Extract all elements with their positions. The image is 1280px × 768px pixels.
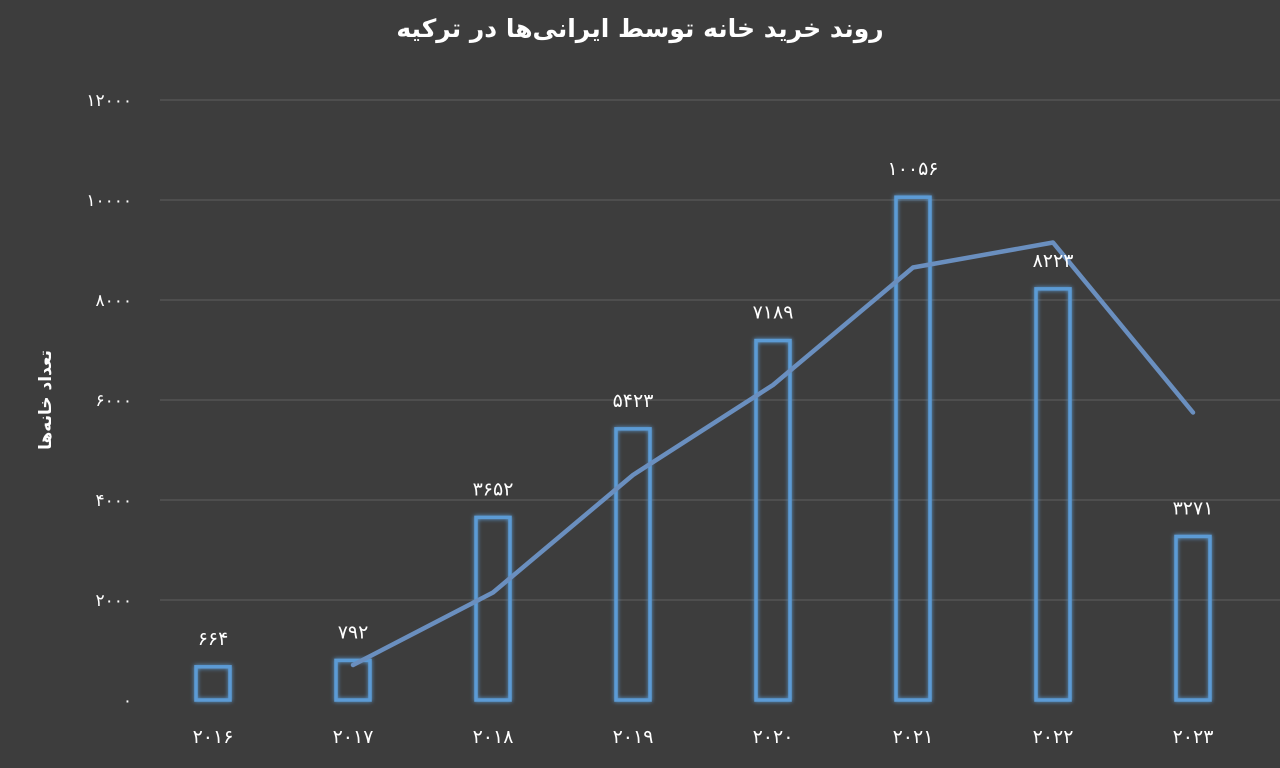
data-label: ۵۴۲۳ [613, 390, 654, 412]
bar [1034, 287, 1072, 702]
data-label: ۱۰۰۵۶ [887, 158, 938, 180]
bar [754, 338, 792, 702]
bar [194, 665, 232, 702]
bar [894, 195, 932, 702]
x-tick-label: ۲۰۲۰ [753, 726, 794, 748]
y-tick-label: ۱۲۰۰۰ [86, 91, 132, 111]
bar [1174, 534, 1212, 702]
chart-title: روند خرید خانه توسط ایرانی‌ها در ترکیه [396, 14, 884, 43]
y-tick-label: ۴۰۰۰ [95, 491, 132, 511]
trend-line [350, 240, 1196, 668]
data-label: ۳۶۵۲ [473, 478, 514, 500]
trend-line-group [350, 240, 1196, 668]
x-tick-label: ۲۰۱۸ [473, 726, 514, 748]
y-tick-label: ۲۰۰۰ [95, 591, 132, 611]
x-tick-label: ۲۰۱۷ [333, 726, 374, 748]
y-tick-label: ۱۰۰۰۰ [86, 191, 132, 211]
data-label: ۷۹۲ [338, 621, 369, 643]
data-label: ۷۱۸۹ [753, 302, 794, 324]
bar [614, 427, 652, 702]
x-tick-label: ۲۰۲۱ [893, 726, 934, 748]
y-tick-label: ۰ [123, 691, 132, 711]
data-label: ۳۲۷۱ [1173, 497, 1214, 519]
x-tick-label: ۲۰۱۹ [613, 726, 654, 748]
data-label: ۸۲۲۳ [1033, 250, 1074, 272]
y-tick-label: ۶۰۰۰ [95, 391, 132, 411]
x-tick-label: ۲۰۲۲ [1033, 726, 1074, 748]
gridlines [160, 99, 1280, 601]
bars [194, 195, 1212, 702]
bar [334, 658, 372, 702]
labels: ۰ ۲۰۰۰ ۴۰۰۰ ۶۰۰۰ ۸۰۰۰ ۱۰۰۰۰ ۱۲۰۰۰ ۶۶۴ ۲۰۱۶ ۷۹۲ ۲۰۱… [86, 91, 1213, 748]
x-tick-label: ۲۰۱۶ [193, 726, 234, 748]
x-tick-label: ۲۰۲۳ [1173, 726, 1214, 748]
y-tick-label: ۸۰۰۰ [95, 291, 132, 311]
data-label: ۶۶۴ [198, 628, 229, 650]
bar [474, 515, 512, 702]
